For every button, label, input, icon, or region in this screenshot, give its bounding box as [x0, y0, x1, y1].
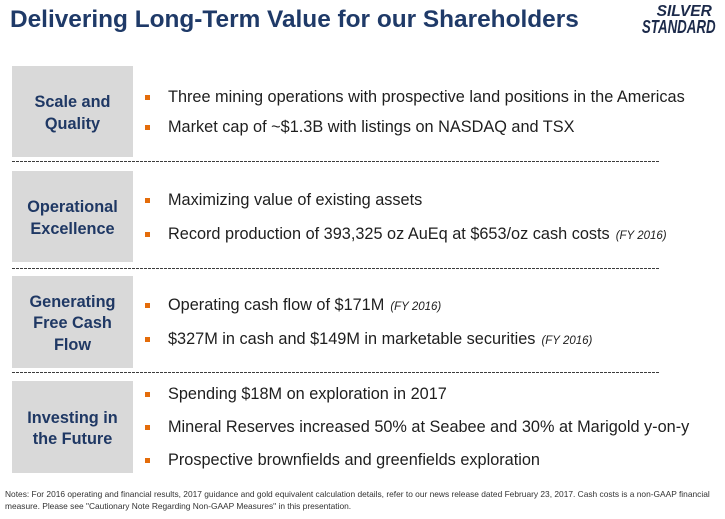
bullet-item: Mineral Reserves increased 50% at Seabee…: [142, 411, 722, 444]
section-label-generating-free-cash-flow: Generating Free Cash Flow: [12, 276, 133, 368]
bullet-item: Operating cash flow of $171M (FY 2016): [142, 288, 722, 322]
square-bullet-icon: [145, 302, 150, 308]
fiscal-year-note: (FY 2016): [390, 300, 442, 313]
bullet-item: Maximizing value of existing assets: [142, 183, 722, 217]
footnote: Notes: For 2016 operating and financial …: [5, 489, 710, 511]
section-label-line: Operational: [27, 198, 118, 216]
bullet-content: Mineral Reserves increased 50% at Seabee…: [168, 418, 689, 437]
bullet-list-operational-excellence: Maximizing value of existing assets Reco…: [142, 183, 722, 251]
bullet-content: Maximizing value of existing assets: [168, 191, 422, 210]
section-label-line: Investing in: [27, 408, 118, 427]
bullet-text: Spending $18M on exploration in 2017: [168, 385, 447, 403]
slide-title: Delivering Long-Term Value for our Share…: [10, 6, 579, 33]
section-label-line: Free Cash: [33, 314, 112, 333]
bullet-text: $327M in cash and $149M in marketable se…: [168, 329, 536, 348]
square-bullet-icon: [145, 231, 150, 237]
bullet-content: Prospective brownfields and greenfields …: [168, 451, 540, 470]
square-bullet-icon: [145, 458, 150, 463]
section-label-line: Generating: [29, 292, 116, 311]
square-bullet-icon: [145, 392, 150, 397]
bullet-text: Record production of 393,325 oz AuEq at …: [168, 224, 610, 243]
bullet-item: Spending $18M on exploration in 2017: [142, 378, 722, 411]
section-label-line: Excellence: [30, 219, 115, 238]
bullet-item: Three mining operations with prospective…: [142, 82, 722, 112]
bullet-content: Market cap of ~$1.3B with listings on NA…: [168, 118, 574, 137]
bullet-item: $327M in cash and $149M in marketable se…: [142, 322, 722, 356]
bullet-list-generating-free-cash-flow: Operating cash flow of $171M (FY 2016) $3…: [142, 288, 722, 356]
bullet-content: Record production of 393,325 oz AuEq at …: [168, 225, 667, 244]
bullet-text: Mineral Reserves increased 50% at Seabee…: [168, 418, 690, 436]
bullet-list-investing-in-the-future: Spending $18M on exploration in 2017 Min…: [142, 378, 722, 477]
square-bullet-icon: [145, 124, 150, 130]
section-label-scale-and-quality: Scale and Quality: [12, 66, 133, 157]
bullet-text: Operating cash flow of $171M: [168, 295, 385, 314]
logo-line-1: SILVER: [656, 3, 713, 20]
bullet-content: $327M in cash and $149M in marketable se…: [168, 330, 592, 349]
fiscal-year-note: (FY 2016): [541, 334, 593, 347]
bullet-text: Prospective brownfields and greenfields …: [168, 451, 540, 469]
section-label-operational-excellence: Operational Excellence: [12, 171, 133, 262]
bullet-content: Three mining operations with prospective…: [168, 88, 685, 107]
bullet-list-scale-and-quality: Three mining operations with prospective…: [142, 82, 722, 142]
square-bullet-icon: [145, 94, 150, 100]
dotted-divider: [12, 268, 660, 269]
square-bullet-icon: [145, 197, 150, 203]
bullet-item: Market cap of ~$1.3B with listings on NA…: [142, 112, 722, 142]
bullet-text: Maximizing value of existing assets: [168, 190, 423, 209]
section-label-line: the Future: [32, 430, 113, 448]
bullet-content: Operating cash flow of $171M (FY 2016): [168, 296, 441, 315]
bullet-text: Market cap of ~$1.3B with listings on NA…: [168, 117, 575, 136]
section-label-investing-in-the-future: Investing in the Future: [12, 381, 133, 473]
bullet-item: Record production of 393,325 oz AuEq at …: [142, 217, 722, 251]
bullet-content: Spending $18M on exploration in 2017: [168, 385, 447, 404]
bullet-text: Three mining operations with prospective…: [168, 87, 685, 106]
logo-line-2: STANDARD: [642, 17, 716, 37]
fiscal-year-note: (FY 2016): [615, 229, 667, 242]
section-label-line: Flow: [53, 335, 92, 354]
section-label-line: Scale and: [34, 93, 111, 111]
dotted-divider: [12, 161, 660, 162]
company-logo: SILVER STANDARD: [616, 3, 716, 37]
section-label-line: Quality: [44, 114, 101, 133]
bullet-item: Prospective brownfields and greenfields …: [142, 444, 722, 477]
square-bullet-icon: [145, 336, 150, 342]
square-bullet-icon: [145, 425, 150, 430]
dotted-divider: [12, 372, 660, 373]
